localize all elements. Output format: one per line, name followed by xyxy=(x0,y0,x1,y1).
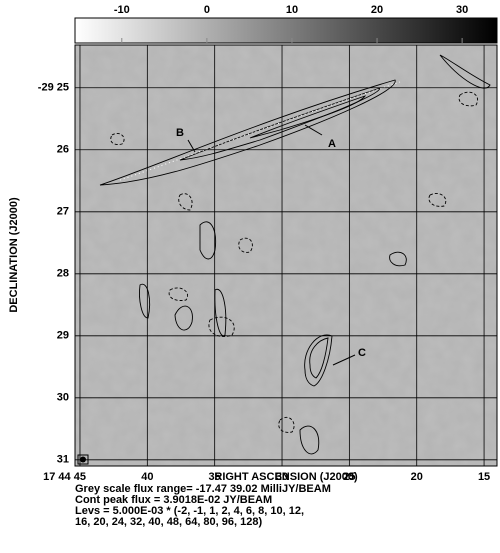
y-tick-label: 28 xyxy=(57,268,69,280)
x-tick-label: 15 xyxy=(478,471,490,483)
x-tick-label: 40 xyxy=(141,471,153,483)
annotation: C xyxy=(358,347,366,359)
caption-line: 16, 20, 24, 32, 40, 48, 64, 80, 96, 128) xyxy=(75,516,262,528)
y-tick-label: 31 xyxy=(57,454,69,466)
colorbar-tick-label: 10 xyxy=(286,4,298,16)
colorbar-tick-label: 0 xyxy=(204,4,210,16)
annotation: A xyxy=(328,138,336,150)
annotation: B xyxy=(176,127,184,139)
colorbar xyxy=(74,17,498,44)
y-tick-label: -29 25 xyxy=(38,82,69,94)
x-tick-label: 30 xyxy=(276,471,288,483)
x-tick-label: 17 44 45 xyxy=(43,471,86,483)
x-tick-label: 35 xyxy=(209,471,221,483)
y-tick-label: 29 xyxy=(57,330,69,342)
x-axis-label: RIGHT ASCENSION (J2000) xyxy=(214,471,358,483)
y-axis-label: DECLINATION (J2000) xyxy=(8,197,20,313)
y-tick-label: 30 xyxy=(57,392,69,404)
colorbar-tick-label: -10 xyxy=(114,4,130,16)
pointer-c xyxy=(332,354,356,366)
caption-line: Levs = 5.000E-03 * (-2, -1, 1, 2, 4, 6, … xyxy=(75,505,304,517)
pointer-a xyxy=(304,124,323,136)
image xyxy=(75,45,497,466)
y-tick-label: 27 xyxy=(57,206,69,218)
caption-line: Cont peak flux = 3.9018E-02 JY/BEAM xyxy=(75,494,272,506)
x-tick-label: 25 xyxy=(343,471,355,483)
caption-line: Grey scale flux range= -17.47 39.02 Mill… xyxy=(75,483,331,495)
x-tick-label: 20 xyxy=(411,471,423,483)
colorbar-tick-label: 20 xyxy=(371,4,383,16)
y-tick-label: 26 xyxy=(57,144,69,156)
colorbar-tick-label: 30 xyxy=(456,4,468,16)
plot-frame xyxy=(74,44,498,467)
